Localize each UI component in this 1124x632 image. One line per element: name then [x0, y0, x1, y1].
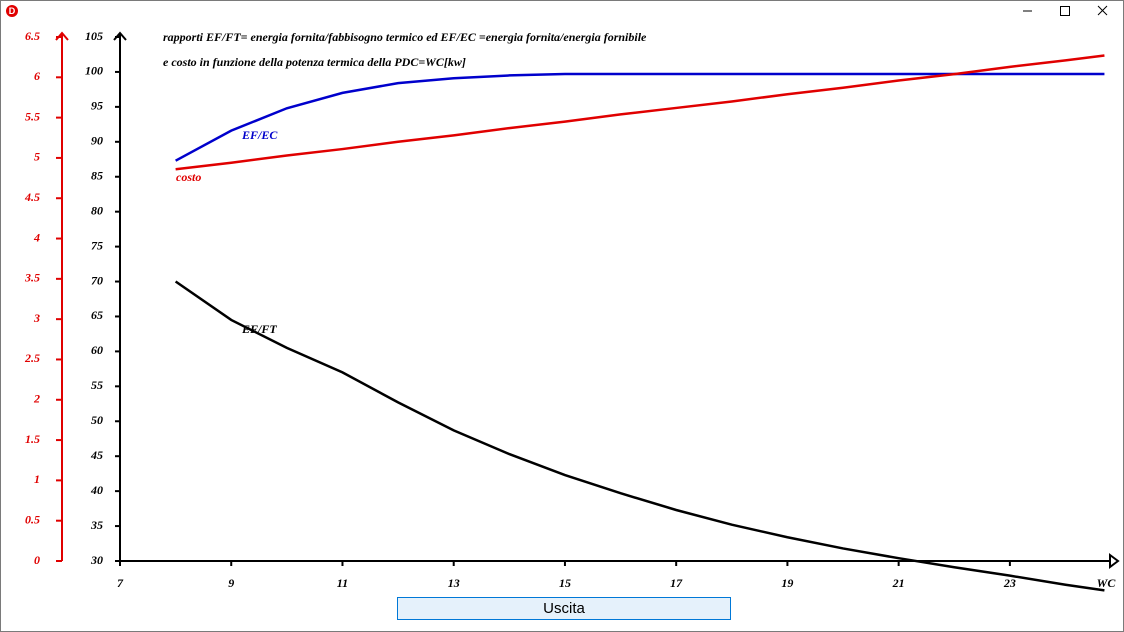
- exit-button[interactable]: Uscita: [397, 597, 731, 620]
- y-tick-label: 85: [91, 168, 103, 182]
- x-axis-label: WC: [1097, 576, 1117, 590]
- y2-tick-label: 4.5: [24, 190, 40, 204]
- series-label: costo: [176, 170, 201, 184]
- series-line: [175, 72, 1105, 162]
- y2-tick-label: 4: [33, 230, 40, 244]
- y-tick-label: 55: [91, 378, 103, 392]
- y2-tick-label: 0: [34, 553, 40, 567]
- y-tick-label: 95: [91, 99, 103, 113]
- y-tick-label: 35: [90, 518, 103, 532]
- chart-title: rapporti EF/FT= energia fornita/fabbisog…: [163, 30, 647, 44]
- y2-tick-label: 5.5: [25, 109, 40, 123]
- y2-tick-label: 2: [33, 392, 40, 406]
- series-label: EF/EC: [241, 128, 278, 142]
- series-line: [174, 280, 1105, 592]
- y-tick-label: 60: [91, 343, 103, 357]
- x-tick-label: 23: [1003, 576, 1016, 590]
- app-icon: [6, 5, 18, 17]
- app-icon-letter: D: [9, 6, 16, 16]
- close-button[interactable]: [1097, 5, 1108, 16]
- y-tick-label: 75: [91, 238, 103, 252]
- y2-tick-label: 3: [33, 311, 40, 325]
- x-tick-label: 13: [448, 576, 460, 590]
- y2-tick-label: 2.5: [24, 351, 40, 365]
- y-tick-label: 70: [91, 273, 103, 287]
- y-tick-label: 45: [90, 448, 103, 462]
- y2-tick-label: 1.5: [25, 432, 40, 446]
- y-tick-label: 50: [91, 413, 103, 427]
- y2-tick-label: 3.5: [24, 271, 40, 285]
- x-tick-label: 15: [559, 576, 571, 590]
- x-tick-label: 7: [117, 576, 124, 590]
- y-tick-label: 100: [85, 64, 103, 78]
- maximize-button[interactable]: [1060, 6, 1070, 16]
- x-tick-label: 9: [228, 576, 234, 590]
- y2-tick-label: 1: [34, 472, 40, 486]
- y-tick-label: 80: [91, 203, 103, 217]
- y-tick-label: 30: [90, 553, 103, 567]
- y2-tick-label: 6.5: [25, 29, 40, 43]
- x-tick-label: 11: [337, 576, 348, 590]
- x-tick-label: 17: [670, 576, 683, 590]
- x-axis-arrow: [1109, 553, 1120, 569]
- y2-tick-label: 0.5: [25, 512, 40, 526]
- series-label: EF/FT: [241, 322, 277, 336]
- x-tick-label: 21: [892, 576, 905, 590]
- chart-subtitle: e costo in funzione della potenza termic…: [163, 55, 466, 69]
- y2-tick-label: 5: [34, 150, 40, 164]
- x-tick-label: 19: [781, 576, 793, 590]
- y2-tick-label: 6: [34, 69, 40, 83]
- y-tick-label: 65: [91, 308, 103, 322]
- y-tick-label: 40: [90, 483, 103, 497]
- y-tick-label: 105: [85, 29, 103, 43]
- y-tick-label: 90: [91, 134, 103, 148]
- series-line: [175, 54, 1105, 171]
